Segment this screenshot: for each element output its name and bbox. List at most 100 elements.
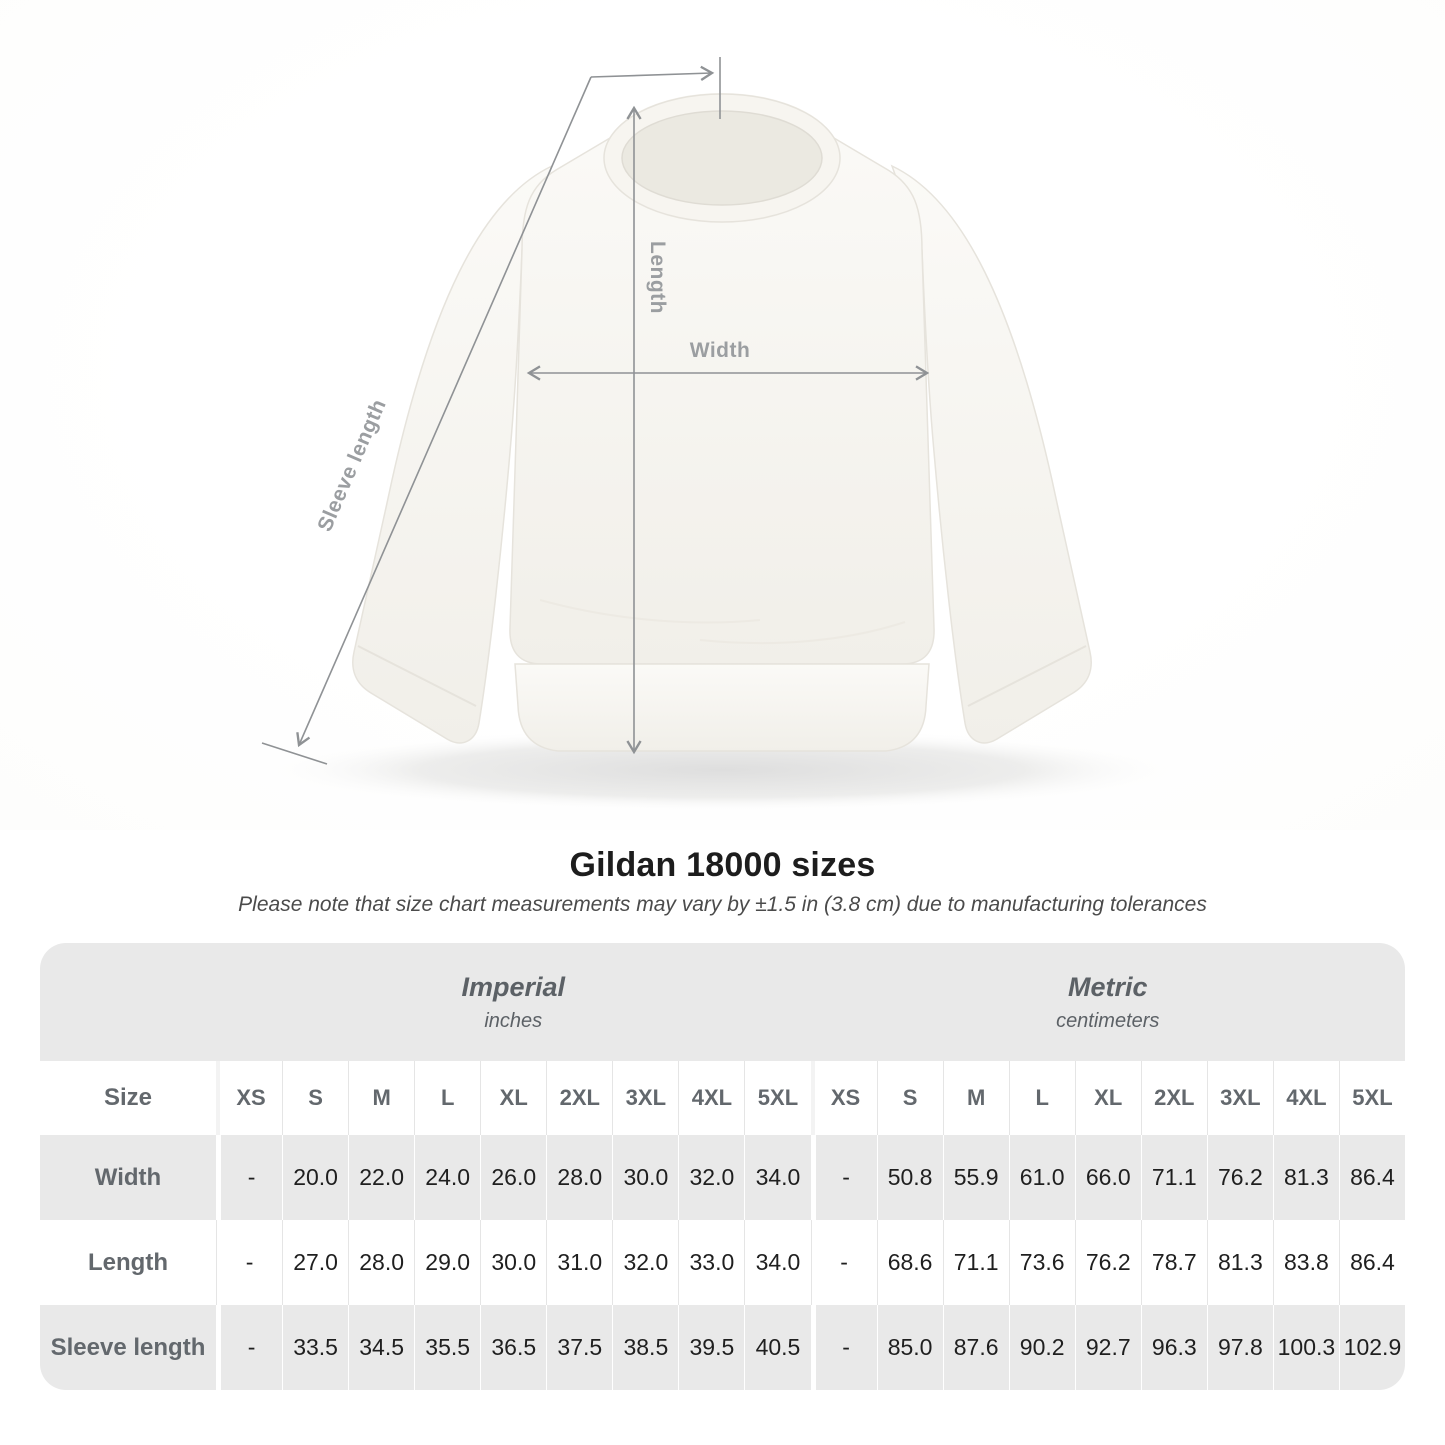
measurement-value: 35.5 xyxy=(414,1305,480,1390)
measurement-value: 30.0 xyxy=(612,1135,678,1220)
size-column-header: Size xyxy=(103,1084,153,1111)
unit-group-imperial: Imperial inches xyxy=(216,943,811,1061)
measurement-value: 20.0 xyxy=(282,1135,348,1220)
row-label: Length xyxy=(88,1248,168,1276)
size-header-cell: 3XL xyxy=(612,1061,678,1135)
measurement-value: 92.7 xyxy=(1074,1305,1141,1390)
measurement-value: 76.2 xyxy=(1074,1220,1141,1305)
unit-band: Imperial inches Metric centimeters xyxy=(40,943,1405,1061)
left-cuff-seam xyxy=(357,645,477,707)
measurement-value: 39.5 xyxy=(678,1305,744,1390)
measurement-value: 81.3 xyxy=(1206,1220,1273,1305)
measurement-value: 73.6 xyxy=(1008,1220,1075,1305)
size-header-cell: L xyxy=(414,1061,480,1135)
measurement-value: 100.3 xyxy=(1272,1305,1339,1390)
size-header-cell: 2XL xyxy=(546,1061,612,1135)
measurement-value: 29.0 xyxy=(414,1220,480,1305)
size-header-cell: M xyxy=(942,1061,1009,1135)
measurement-value: 96.3 xyxy=(1140,1305,1207,1390)
size-table: Imperial inches Metric centimeters Size XS S M L… xyxy=(40,943,1405,1390)
measurement-value: 30.0 xyxy=(480,1220,546,1305)
measurement-value: 34.5 xyxy=(348,1305,414,1390)
sweatshirt-left-sleeve xyxy=(352,164,554,744)
measurement-value: 38.5 xyxy=(612,1305,678,1390)
page-title: Gildan 18000 sizes xyxy=(569,846,876,884)
measurement-value: 90.2 xyxy=(1008,1305,1075,1390)
wrinkle-lines xyxy=(539,599,906,645)
measurement-value: - xyxy=(216,1220,282,1305)
measurement-value: 61.0 xyxy=(1008,1135,1075,1220)
sweatshirt-hem-band xyxy=(514,663,930,752)
unit-band-spacer xyxy=(40,943,216,1061)
size-header-cell: 3XL xyxy=(1206,1061,1273,1135)
sleeve-length-endstop xyxy=(261,742,328,765)
sweatshirt-right-sleeve xyxy=(890,164,1092,744)
size-header-cell: S xyxy=(282,1061,348,1135)
size-header-cell: M xyxy=(348,1061,414,1135)
measurement-value: 87.6 xyxy=(942,1305,1009,1390)
measurement-value: 71.1 xyxy=(1140,1135,1207,1220)
size-header-cell: 5XL xyxy=(1338,1061,1405,1135)
measurement-row: Length -27.0 28.0 29.0 30.0 31.0 32.0 33.0 34.0-… xyxy=(40,1220,1405,1305)
unit-group-name: Imperial xyxy=(461,971,566,1002)
tolerance-note: Please note that size chart measurements… xyxy=(238,893,1207,916)
measurement-value: - xyxy=(216,1305,282,1390)
measurement-value: 71.1 xyxy=(942,1220,1009,1305)
measurement-value: 76.2 xyxy=(1206,1135,1273,1220)
row-label: Sleeve length xyxy=(50,1333,206,1361)
size-header-cell: XS xyxy=(810,1061,877,1135)
measurement-value: - xyxy=(810,1135,877,1220)
measurement-value: - xyxy=(810,1305,877,1390)
unit-group-metric: Metric centimeters xyxy=(811,943,1406,1061)
size-header-cell: 4XL xyxy=(678,1061,744,1135)
collar-inner-seam xyxy=(621,110,823,206)
measurement-value: 24.0 xyxy=(414,1135,480,1220)
measurement-value: 36.5 xyxy=(480,1305,546,1390)
size-header-cell: XL xyxy=(480,1061,546,1135)
collar-opening xyxy=(622,111,822,205)
measurement-value: 22.0 xyxy=(348,1135,414,1220)
measurement-value: 102.9 xyxy=(1338,1305,1405,1390)
collar-rib-band xyxy=(604,93,840,223)
measurement-value: 28.0 xyxy=(348,1220,414,1305)
measurement-value: 40.5 xyxy=(744,1305,810,1390)
neck-reference-arrow xyxy=(590,65,715,81)
size-header-row: Size XS S M L XL 2XL 3XL 4XL 5XL XS S M L XL 2XL 3XL 4XL 5… xyxy=(40,1061,1405,1135)
measurement-value: 55.9 xyxy=(942,1135,1009,1220)
length-measure-label: Length xyxy=(646,241,669,314)
measurement-value: 50.8 xyxy=(876,1135,943,1220)
measurement-value: 32.0 xyxy=(678,1135,744,1220)
size-header-cell: S xyxy=(876,1061,943,1135)
measurement-value: 85.0 xyxy=(876,1305,943,1390)
measurement-value: 33.5 xyxy=(282,1305,348,1390)
unit-group-name: Metric xyxy=(1067,971,1148,1002)
measurement-value: 78.7 xyxy=(1140,1220,1207,1305)
measurement-value: 68.6 xyxy=(876,1220,943,1305)
measurement-value: 34.0 xyxy=(744,1220,810,1305)
garment-shadow xyxy=(257,728,1187,812)
right-cuff-seam xyxy=(967,645,1087,707)
size-header-cell: XS xyxy=(216,1061,282,1135)
measurement-value: - xyxy=(216,1135,282,1220)
measurement-value: 26.0 xyxy=(480,1135,546,1220)
measurement-value: 31.0 xyxy=(546,1220,612,1305)
measurement-row: Sleeve length -33.5 34.5 35.5 36.5 37.5 38.5 39… xyxy=(40,1305,1405,1390)
size-header-cell: 5XL xyxy=(744,1061,810,1135)
measurement-value: 37.5 xyxy=(546,1305,612,1390)
measurement-value: - xyxy=(810,1220,877,1305)
measurement-value: 28.0 xyxy=(546,1135,612,1220)
collar-outer-seam xyxy=(603,93,841,223)
size-header-cell: 4XL xyxy=(1272,1061,1339,1135)
measurement-value: 97.8 xyxy=(1206,1305,1273,1390)
unit-group-unit: centimeters xyxy=(1056,1009,1160,1032)
measurement-row: Width -20.0 22.0 24.0 26.0 28.0 30.0 32.0 34.0-5… xyxy=(40,1135,1405,1220)
measurement-value: 86.4 xyxy=(1338,1135,1405,1220)
product-photo: Width Length Sleeve length xyxy=(0,0,1445,830)
measurement-value: 33.0 xyxy=(678,1220,744,1305)
measurement-value: 81.3 xyxy=(1272,1135,1339,1220)
size-header-cell: 2XL xyxy=(1140,1061,1207,1135)
measurement-value: 27.0 xyxy=(282,1220,348,1305)
sleeve-length-measure-label: Sleeve length xyxy=(313,396,391,535)
measurement-value: 83.8 xyxy=(1272,1220,1339,1305)
